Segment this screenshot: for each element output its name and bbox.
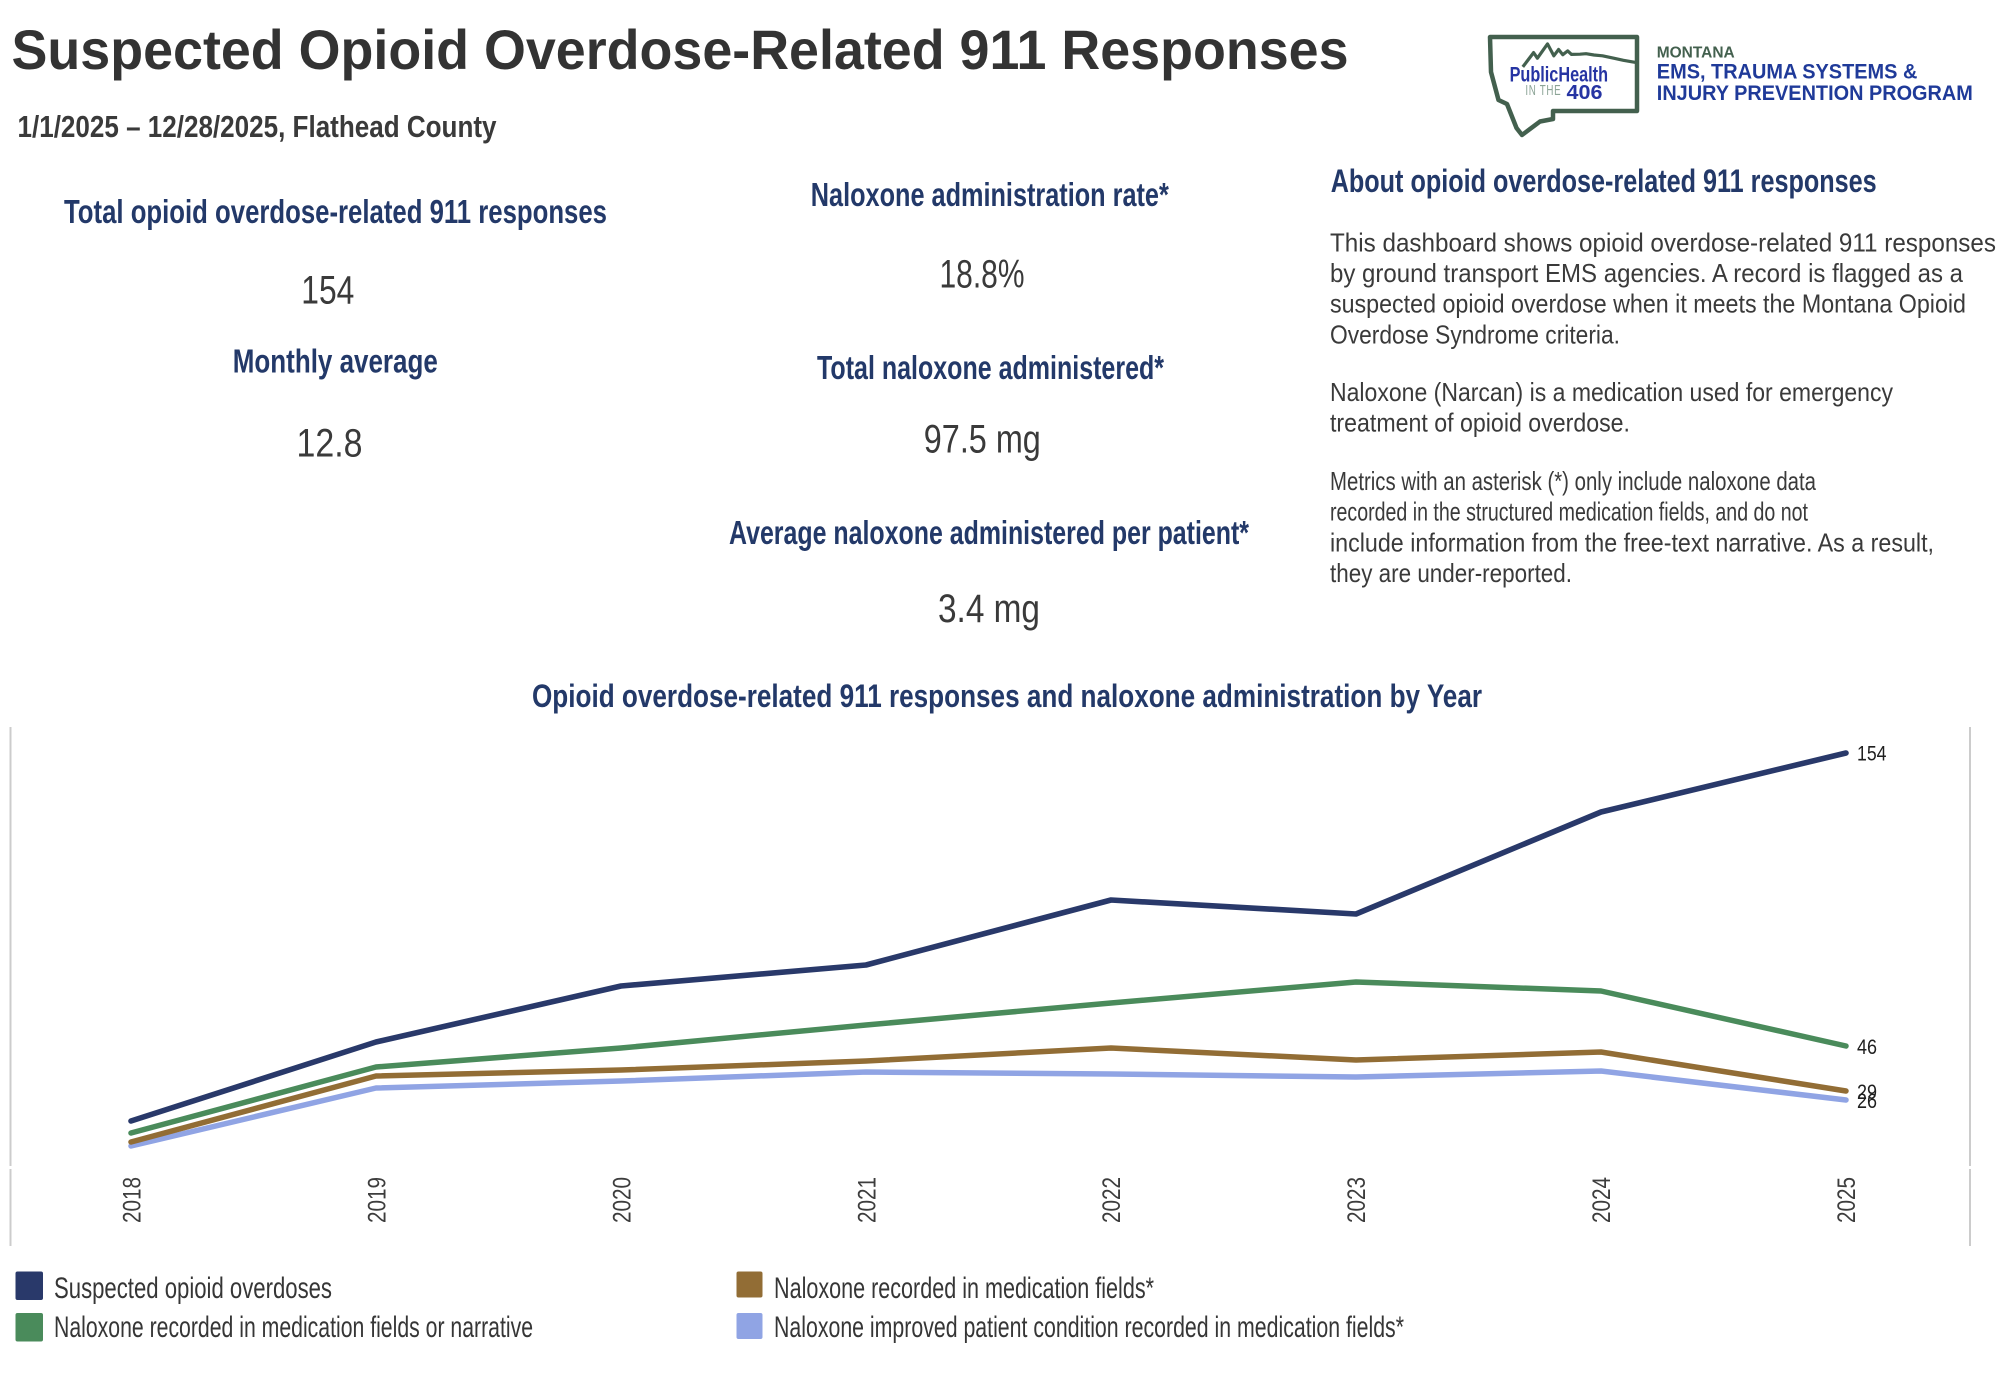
svg-text:Metrics with an asterisk (*) o: Metrics with an asterisk (*) only includ… (1330, 466, 1816, 496)
svg-text:recorded in the structured med: recorded in the structured medication fi… (1330, 497, 1809, 527)
svg-text:Suspected opioid overdoses: Suspected opioid overdoses (54, 1272, 332, 1305)
svg-text:Total naloxone administered*: Total naloxone administered* (817, 349, 1164, 386)
svg-text:include information from the f: include information from the free-text n… (1330, 527, 1934, 557)
svg-text:1/1/2025 – 12/28/2025, Flathea: 1/1/2025 – 12/28/2025, Flathead County (18, 109, 498, 144)
svg-text:they are under-reported.: they are under-reported. (1330, 558, 1572, 588)
svg-text:About opioid overdose-related: About opioid overdose-related 911 respon… (1331, 163, 1877, 199)
svg-text:154: 154 (301, 269, 354, 313)
svg-text:Naloxone improved patient cond: Naloxone improved patient condition reco… (774, 1311, 1404, 1344)
svg-text:406: 406 (1567, 81, 1603, 104)
svg-text:2024: 2024 (1588, 1177, 1616, 1223)
svg-text:2025: 2025 (1833, 1177, 1861, 1223)
svg-text:26: 26 (1857, 1089, 1877, 1113)
svg-text:2019: 2019 (364, 1177, 392, 1223)
svg-text:2022: 2022 (1098, 1177, 1126, 1223)
svg-text:29: 29 (1857, 1080, 1877, 1104)
svg-text:46: 46 (1857, 1035, 1877, 1059)
svg-text:12.8: 12.8 (297, 422, 363, 466)
svg-text:Overdose Syndrome criteria.: Overdose Syndrome criteria. (1330, 319, 1620, 349)
svg-text:2020: 2020 (608, 1177, 636, 1223)
svg-text:2018: 2018 (119, 1177, 147, 1223)
svg-text:2021: 2021 (853, 1177, 881, 1223)
svg-text:Average naloxone administered: Average naloxone administered per patien… (729, 514, 1249, 551)
svg-text:Monthly average: Monthly average (233, 343, 438, 380)
svg-text:Naloxone recorded in medicatio: Naloxone recorded in medication fields* (774, 1272, 1154, 1305)
svg-text:by ground transport EMS agenci: by ground transport EMS agencies. A reco… (1330, 258, 1963, 288)
svg-text:treatment of opioid overdose.: treatment of opioid overdose. (1330, 408, 1630, 438)
svg-text:Total opioid overdose-related: Total opioid overdose-related 911 respon… (64, 193, 607, 230)
svg-text:Naloxone recorded in medicatio: Naloxone recorded in medication fields o… (54, 1311, 533, 1344)
svg-text:suspected opioid overdose when: suspected opioid overdose when it meets … (1330, 289, 1966, 319)
svg-text:IN THE: IN THE (1525, 83, 1561, 99)
svg-text:Opioid overdose-related 911 re: Opioid overdose-related 911 responses an… (532, 678, 1482, 714)
svg-text:INJURY PREVENTION PROGRAM: INJURY PREVENTION PROGRAM (1657, 82, 1973, 105)
svg-text:Suspected Opioid Overdose-Rela: Suspected Opioid Overdose-Related 911 Re… (12, 18, 1349, 81)
svg-text:3.4 mg: 3.4 mg (938, 587, 1040, 631)
svg-text:Naloxone administration rate*: Naloxone administration rate* (811, 176, 1169, 213)
svg-text:This dashboard shows opioid ov: This dashboard shows opioid overdose-rel… (1330, 227, 1996, 257)
svg-text:154: 154 (1857, 742, 1887, 766)
svg-text:EMS, TRAUMA SYSTEMS &: EMS, TRAUMA SYSTEMS & (1657, 60, 1918, 83)
svg-text:97.5 mg: 97.5 mg (924, 418, 1041, 462)
svg-text:Naloxone (Narcan) is a medicat: Naloxone (Narcan) is a medication used f… (1330, 377, 1893, 407)
svg-text:PublicHealth: PublicHealth (1510, 63, 1608, 87)
svg-text:2023: 2023 (1343, 1177, 1371, 1223)
svg-text:MONTANA: MONTANA (1657, 45, 1735, 62)
svg-text:18.8%: 18.8% (940, 253, 1025, 297)
